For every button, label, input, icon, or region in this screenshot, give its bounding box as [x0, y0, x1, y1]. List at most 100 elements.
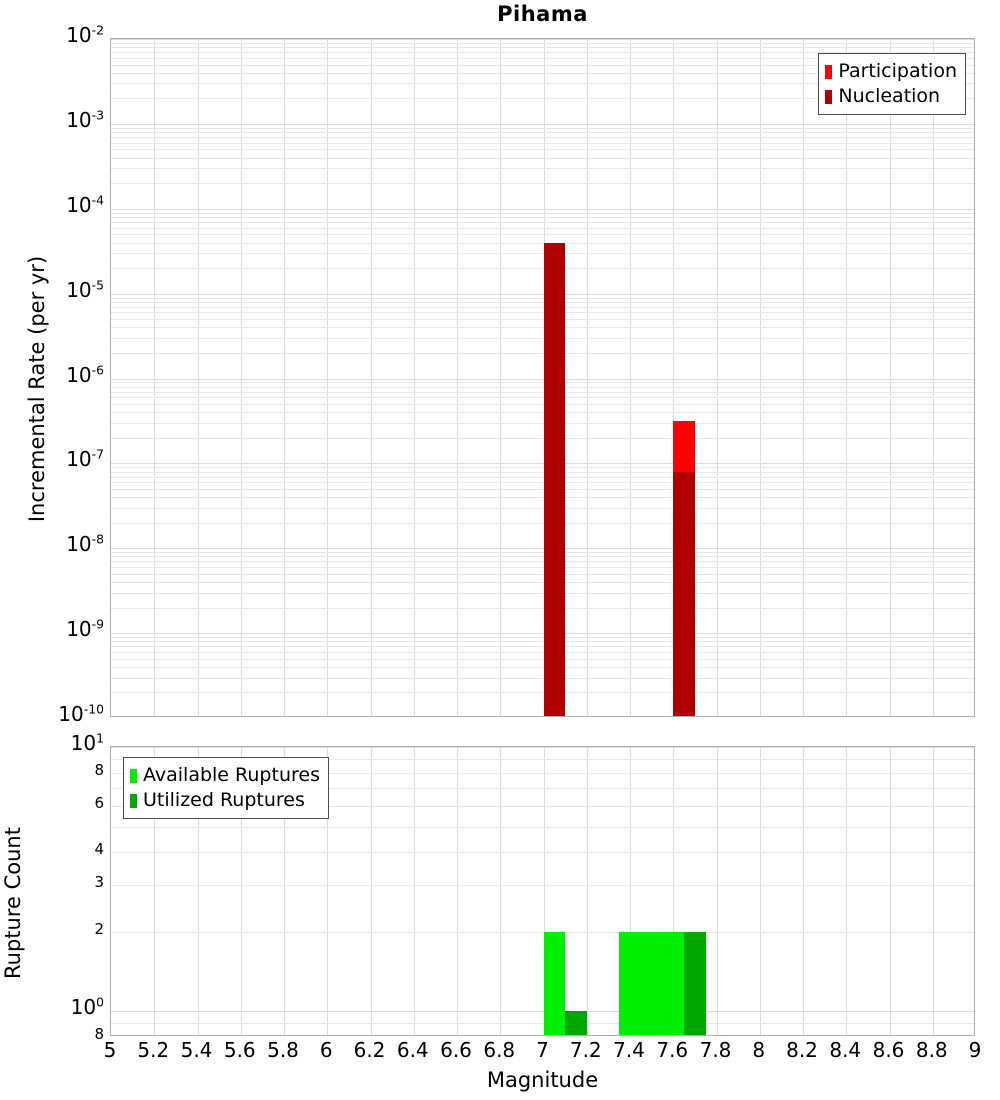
y-tick-label-minor: 2 — [94, 919, 104, 938]
gridline-horizontal — [111, 482, 974, 484]
x-tick-label: 5.8 — [267, 1038, 299, 1062]
gridline-vertical — [630, 747, 631, 1035]
gridline-horizontal — [111, 677, 974, 679]
y-tick-label: 101 — [70, 730, 104, 755]
y-tick-label-minor: 8 — [94, 760, 104, 779]
x-axis-label: Magnitude — [486, 1068, 599, 1092]
gridline-vertical — [413, 747, 415, 1035]
gridline-vertical — [889, 39, 891, 716]
gridline-horizontal — [111, 157, 974, 159]
top-bars — [111, 39, 974, 716]
bar-utilized-m7.1 — [565, 1011, 587, 1035]
gridline-horizontal — [111, 476, 974, 478]
y-tick-label-minor: 8 — [94, 1025, 104, 1043]
y-tick-label-minor: 6 — [94, 793, 104, 812]
gridline-horizontal — [111, 488, 974, 490]
gridline-horizontal — [111, 391, 974, 393]
bar-utilized-m7.65 — [684, 931, 706, 1035]
gridline-horizontal — [111, 216, 974, 218]
gridline-horizontal — [111, 39, 974, 40]
page-title: Pihama — [497, 2, 588, 26]
bar-available-m7.55 — [662, 931, 685, 1035]
y-tick-label: 10-6 — [66, 361, 104, 387]
gridline-vertical — [889, 747, 891, 1035]
x-tick-label: 6.4 — [396, 1038, 429, 1062]
gridline-horizontal — [111, 497, 974, 499]
y-tick-label-minor: 4 — [94, 840, 104, 859]
gridline-horizontal — [111, 242, 974, 244]
gridline-vertical — [197, 747, 199, 1035]
x-tick-label: 8.4 — [829, 1038, 862, 1062]
gridline-vertical — [413, 39, 415, 716]
gridline-horizontal — [111, 132, 974, 134]
gridline-vertical — [457, 747, 458, 1035]
gridline-vertical — [500, 39, 502, 716]
gridline-horizontal — [111, 312, 974, 314]
gridline-horizontal — [111, 338, 974, 339]
gridline-horizontal — [111, 592, 974, 594]
x-tick-label: 8 — [752, 1038, 766, 1062]
gridline-horizontal — [111, 404, 974, 406]
gridline-horizontal — [111, 826, 974, 828]
gridline-horizontal — [111, 1011, 974, 1013]
gridline-vertical — [716, 39, 718, 716]
top-gridlines — [111, 39, 974, 716]
x-tick-label: 5.2 — [137, 1038, 170, 1062]
gridline-horizontal — [111, 397, 974, 399]
gridline-horizontal — [111, 234, 974, 236]
y-tick-label: 10-3 — [66, 107, 104, 132]
gridline-vertical — [543, 747, 545, 1035]
gridline-vertical — [154, 747, 156, 1035]
gridline-horizontal — [111, 471, 974, 473]
gridline-vertical — [759, 39, 761, 716]
gridline-horizontal — [111, 83, 974, 85]
gridline-horizontal — [111, 772, 974, 774]
gridline-horizontal — [111, 561, 974, 563]
gridline-horizontal — [111, 306, 974, 308]
bar-available-m7 — [543, 931, 566, 1035]
gridline-horizontal — [111, 98, 974, 100]
gridline-vertical — [327, 747, 329, 1035]
gridline-horizontal — [111, 137, 974, 139]
gridline-horizontal — [111, 573, 974, 575]
legend-label-participation: Participation — [838, 60, 957, 82]
gridline-horizontal — [111, 747, 974, 748]
gridline-horizontal — [111, 47, 974, 49]
gridline-vertical — [370, 747, 372, 1035]
gridline-vertical — [284, 747, 285, 1035]
gridline-horizontal — [111, 183, 974, 185]
gridline-vertical — [630, 39, 631, 716]
gridline-horizontal — [111, 658, 974, 660]
x-tick-label: 7 — [536, 1038, 549, 1062]
gridline-vertical — [846, 39, 848, 716]
x-tick-label: 7.6 — [656, 1038, 689, 1062]
x-tick-label: 6.8 — [483, 1038, 516, 1062]
gridline-horizontal — [111, 64, 974, 66]
y-tick-label: 10-5 — [66, 276, 104, 302]
legend-rupture-count: Available Ruptures Utilized Ruptures — [123, 757, 329, 819]
gridline-horizontal — [111, 437, 974, 439]
gridline-horizontal — [111, 507, 974, 509]
x-tick-label: 5.4 — [180, 1038, 213, 1062]
gridline-horizontal — [111, 759, 974, 761]
y-tick-label-minor: 3 — [94, 873, 104, 892]
gridline-horizontal — [111, 548, 974, 550]
y-tick-label: 10-2 — [66, 22, 104, 47]
gridline-vertical — [500, 747, 502, 1035]
utilized-ruptures-color-swatch — [130, 793, 137, 808]
gridline-horizontal — [111, 227, 974, 229]
gridline-horizontal — [111, 1023, 974, 1025]
x-tick-label: 7.8 — [699, 1038, 732, 1062]
gridline-horizontal — [111, 382, 974, 384]
gridline-vertical — [284, 39, 285, 716]
participation-color-swatch — [825, 64, 833, 79]
gridline-horizontal — [111, 651, 974, 653]
gridline-vertical — [716, 747, 718, 1035]
gridline-horizontal — [111, 221, 974, 223]
gridline-horizontal — [111, 805, 974, 807]
gridline-vertical — [846, 747, 848, 1035]
y-tick-label: 10-8 — [66, 531, 104, 557]
gridline-horizontal — [111, 378, 974, 380]
gridline-vertical — [197, 39, 199, 716]
